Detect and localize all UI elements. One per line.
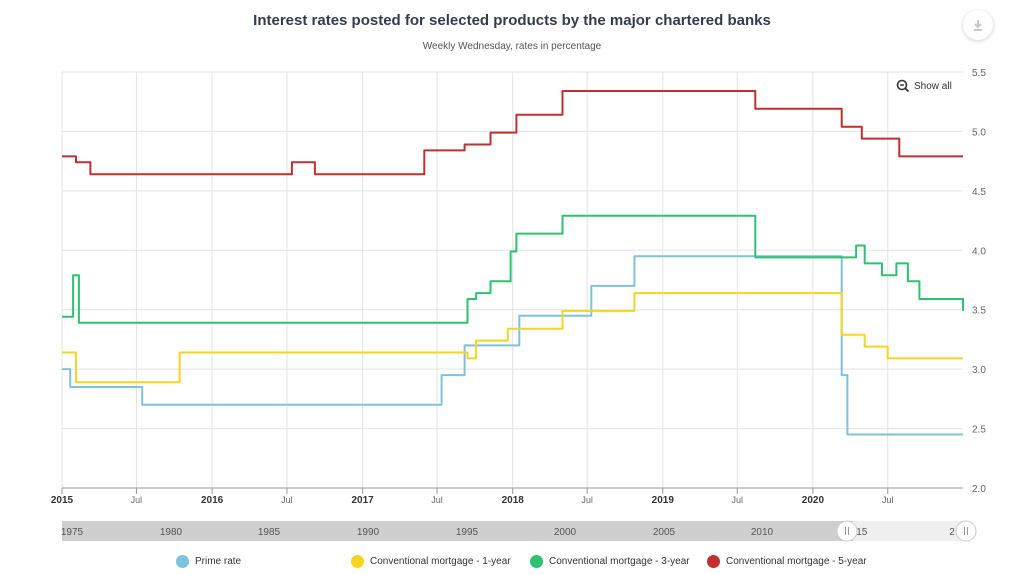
show-all-label: Show all [914, 80, 952, 92]
y-tick-label: 5.5 [972, 68, 986, 79]
navigator-label: 1985 [258, 527, 281, 538]
legend-item-mortgage-1-year[interactable]: Conventional mortgage - 1-year [351, 555, 511, 568]
legend-label: Conventional mortgage - 3-year [549, 556, 690, 567]
navigator-label: 1990 [357, 527, 380, 538]
x-tick-label: 2020 [802, 495, 825, 506]
x-tick-label: 2015 [51, 495, 74, 506]
legend-label: Prime rate [195, 556, 242, 567]
x-tick-label: 2018 [502, 495, 525, 506]
navigator-label: 1995 [456, 527, 479, 538]
legend-swatch-mortgage3 [530, 555, 543, 568]
y-tick-label: 3.5 [972, 306, 986, 317]
navigator-selection [853, 521, 963, 541]
y-tick-label: 3.0 [972, 365, 986, 376]
x-tick-label: 2016 [201, 495, 224, 506]
chart-subtitle: Weekly Wednesday, rates in percentage [422, 41, 602, 52]
download-arrow-icon [974, 20, 982, 31]
navigator-label: 015 [851, 527, 868, 538]
x-tick-label: Jul [581, 495, 593, 505]
navigator-label: 2005 [653, 527, 676, 538]
x-tick-label: 2017 [351, 495, 374, 506]
x-tick-label: Jul [131, 495, 143, 505]
y-tick-label: 2.5 [972, 425, 986, 436]
navigator-handle-left[interactable] [836, 520, 858, 542]
legend-swatch-prime [176, 555, 189, 568]
download-button[interactable] [963, 10, 993, 40]
x-tick-label: 2019 [652, 495, 675, 506]
navigator-label: 2 [949, 527, 955, 538]
y-tick-label: 2.0 [972, 484, 986, 495]
navigator-handle-right[interactable] [955, 520, 977, 542]
navigator-label: 1975 [61, 527, 84, 538]
legend-item-prime-rate[interactable]: Prime rate [176, 555, 241, 568]
legend-swatch-mortgage5 [707, 555, 720, 568]
zoom-out-icon [896, 79, 910, 93]
navigator-label: 2000 [554, 527, 577, 538]
x-tick-label: Jul [882, 495, 894, 505]
navigator-track [62, 521, 963, 541]
legend-swatch-mortgage1 [351, 555, 364, 568]
legend-item-mortgage-3-year[interactable]: Conventional mortgage - 3-year [530, 555, 690, 568]
series-line-1 [62, 255, 963, 436]
y-tick-label: 5.0 [972, 127, 986, 138]
legend: Prime rate Conventional mortgage - 1-yea… [0, 555, 1024, 573]
x-tick-label: Jul [431, 495, 443, 505]
legend-label: Conventional mortgage - 5-year [726, 556, 867, 567]
x-tick-label: Jul [731, 495, 743, 505]
navigator-label: 1980 [160, 527, 183, 538]
series-line-2 [62, 292, 963, 384]
y-tick-label: 4.5 [972, 187, 986, 198]
x-tick-label: Jul [281, 495, 293, 505]
legend-item-mortgage-5-year[interactable]: Conventional mortgage - 5-year [707, 555, 867, 568]
y-tick-label: 4.0 [972, 246, 986, 257]
series-line-4 [62, 90, 963, 176]
show-all-button[interactable]: Show all [896, 79, 952, 93]
legend-label: Conventional mortgage - 1-year [370, 556, 511, 567]
series-line-3 [62, 214, 964, 324]
chart-title: Interest rates posted for selected produ… [253, 12, 771, 29]
navigator-label: 2010 [751, 527, 774, 538]
